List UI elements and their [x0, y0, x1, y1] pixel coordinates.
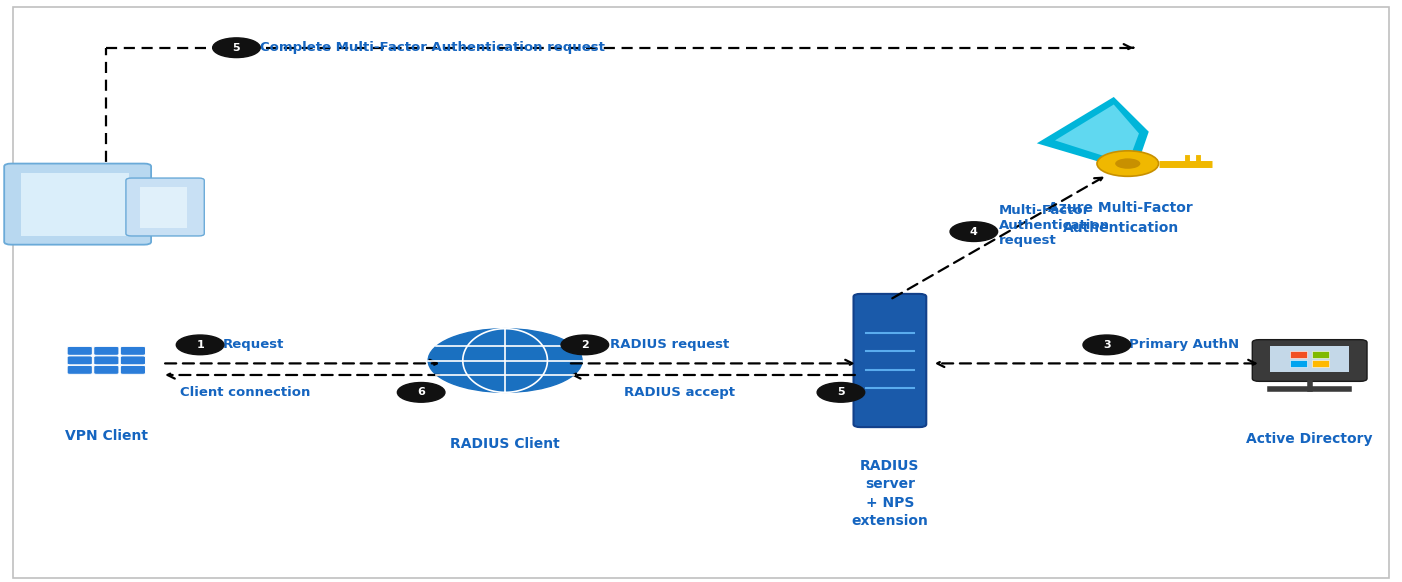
- Circle shape: [397, 382, 444, 402]
- FancyBboxPatch shape: [854, 294, 927, 427]
- Polygon shape: [1054, 105, 1138, 164]
- Text: 5: 5: [837, 388, 845, 398]
- FancyBboxPatch shape: [121, 356, 146, 365]
- Circle shape: [1096, 151, 1158, 176]
- Text: Primary AuthN: Primary AuthN: [1129, 338, 1239, 352]
- Text: RADIUS accept: RADIUS accept: [624, 386, 735, 399]
- Circle shape: [951, 222, 998, 242]
- Text: Client connection: Client connection: [181, 386, 311, 399]
- Text: 1: 1: [196, 340, 203, 350]
- Circle shape: [561, 335, 608, 354]
- FancyBboxPatch shape: [94, 346, 119, 356]
- Circle shape: [817, 382, 865, 402]
- Text: RADIUS Client: RADIUS Client: [450, 438, 559, 452]
- Bar: [1290, 360, 1307, 367]
- Circle shape: [177, 335, 224, 354]
- FancyBboxPatch shape: [1270, 346, 1349, 371]
- FancyBboxPatch shape: [67, 356, 93, 365]
- Text: Multi-Factor
Authentication
request: Multi-Factor Authentication request: [1000, 204, 1110, 247]
- Polygon shape: [1037, 97, 1148, 172]
- Circle shape: [1115, 158, 1140, 169]
- Text: RADIUS request: RADIUS request: [610, 338, 729, 352]
- Bar: [1290, 352, 1307, 358]
- Text: Active Directory: Active Directory: [1246, 432, 1373, 446]
- Bar: [1312, 360, 1329, 367]
- FancyBboxPatch shape: [21, 173, 129, 236]
- FancyBboxPatch shape: [121, 346, 146, 356]
- FancyBboxPatch shape: [126, 178, 205, 236]
- FancyBboxPatch shape: [140, 187, 188, 228]
- FancyBboxPatch shape: [121, 365, 146, 374]
- FancyBboxPatch shape: [4, 164, 151, 244]
- FancyBboxPatch shape: [1252, 340, 1367, 381]
- FancyBboxPatch shape: [94, 365, 119, 374]
- Text: Complete Multi-Factor Authentication request: Complete Multi-Factor Authentication req…: [261, 41, 606, 54]
- Text: VPN Client: VPN Client: [64, 429, 147, 443]
- FancyBboxPatch shape: [94, 356, 119, 365]
- Text: RADIUS
server
+ NPS
extension: RADIUS server + NPS extension: [851, 459, 928, 528]
- Text: 6: 6: [418, 388, 425, 398]
- Circle shape: [428, 329, 582, 392]
- Text: 3: 3: [1103, 340, 1110, 350]
- FancyBboxPatch shape: [67, 365, 93, 374]
- Bar: [1312, 352, 1329, 358]
- Circle shape: [213, 38, 261, 58]
- Circle shape: [1082, 335, 1130, 354]
- FancyBboxPatch shape: [67, 346, 93, 356]
- Text: Azure Multi-Factor
Authentication: Azure Multi-Factor Authentication: [1049, 201, 1193, 235]
- Text: 5: 5: [233, 42, 240, 53]
- Text: 2: 2: [580, 340, 589, 350]
- Text: 4: 4: [970, 226, 977, 237]
- Text: Request: Request: [223, 338, 283, 352]
